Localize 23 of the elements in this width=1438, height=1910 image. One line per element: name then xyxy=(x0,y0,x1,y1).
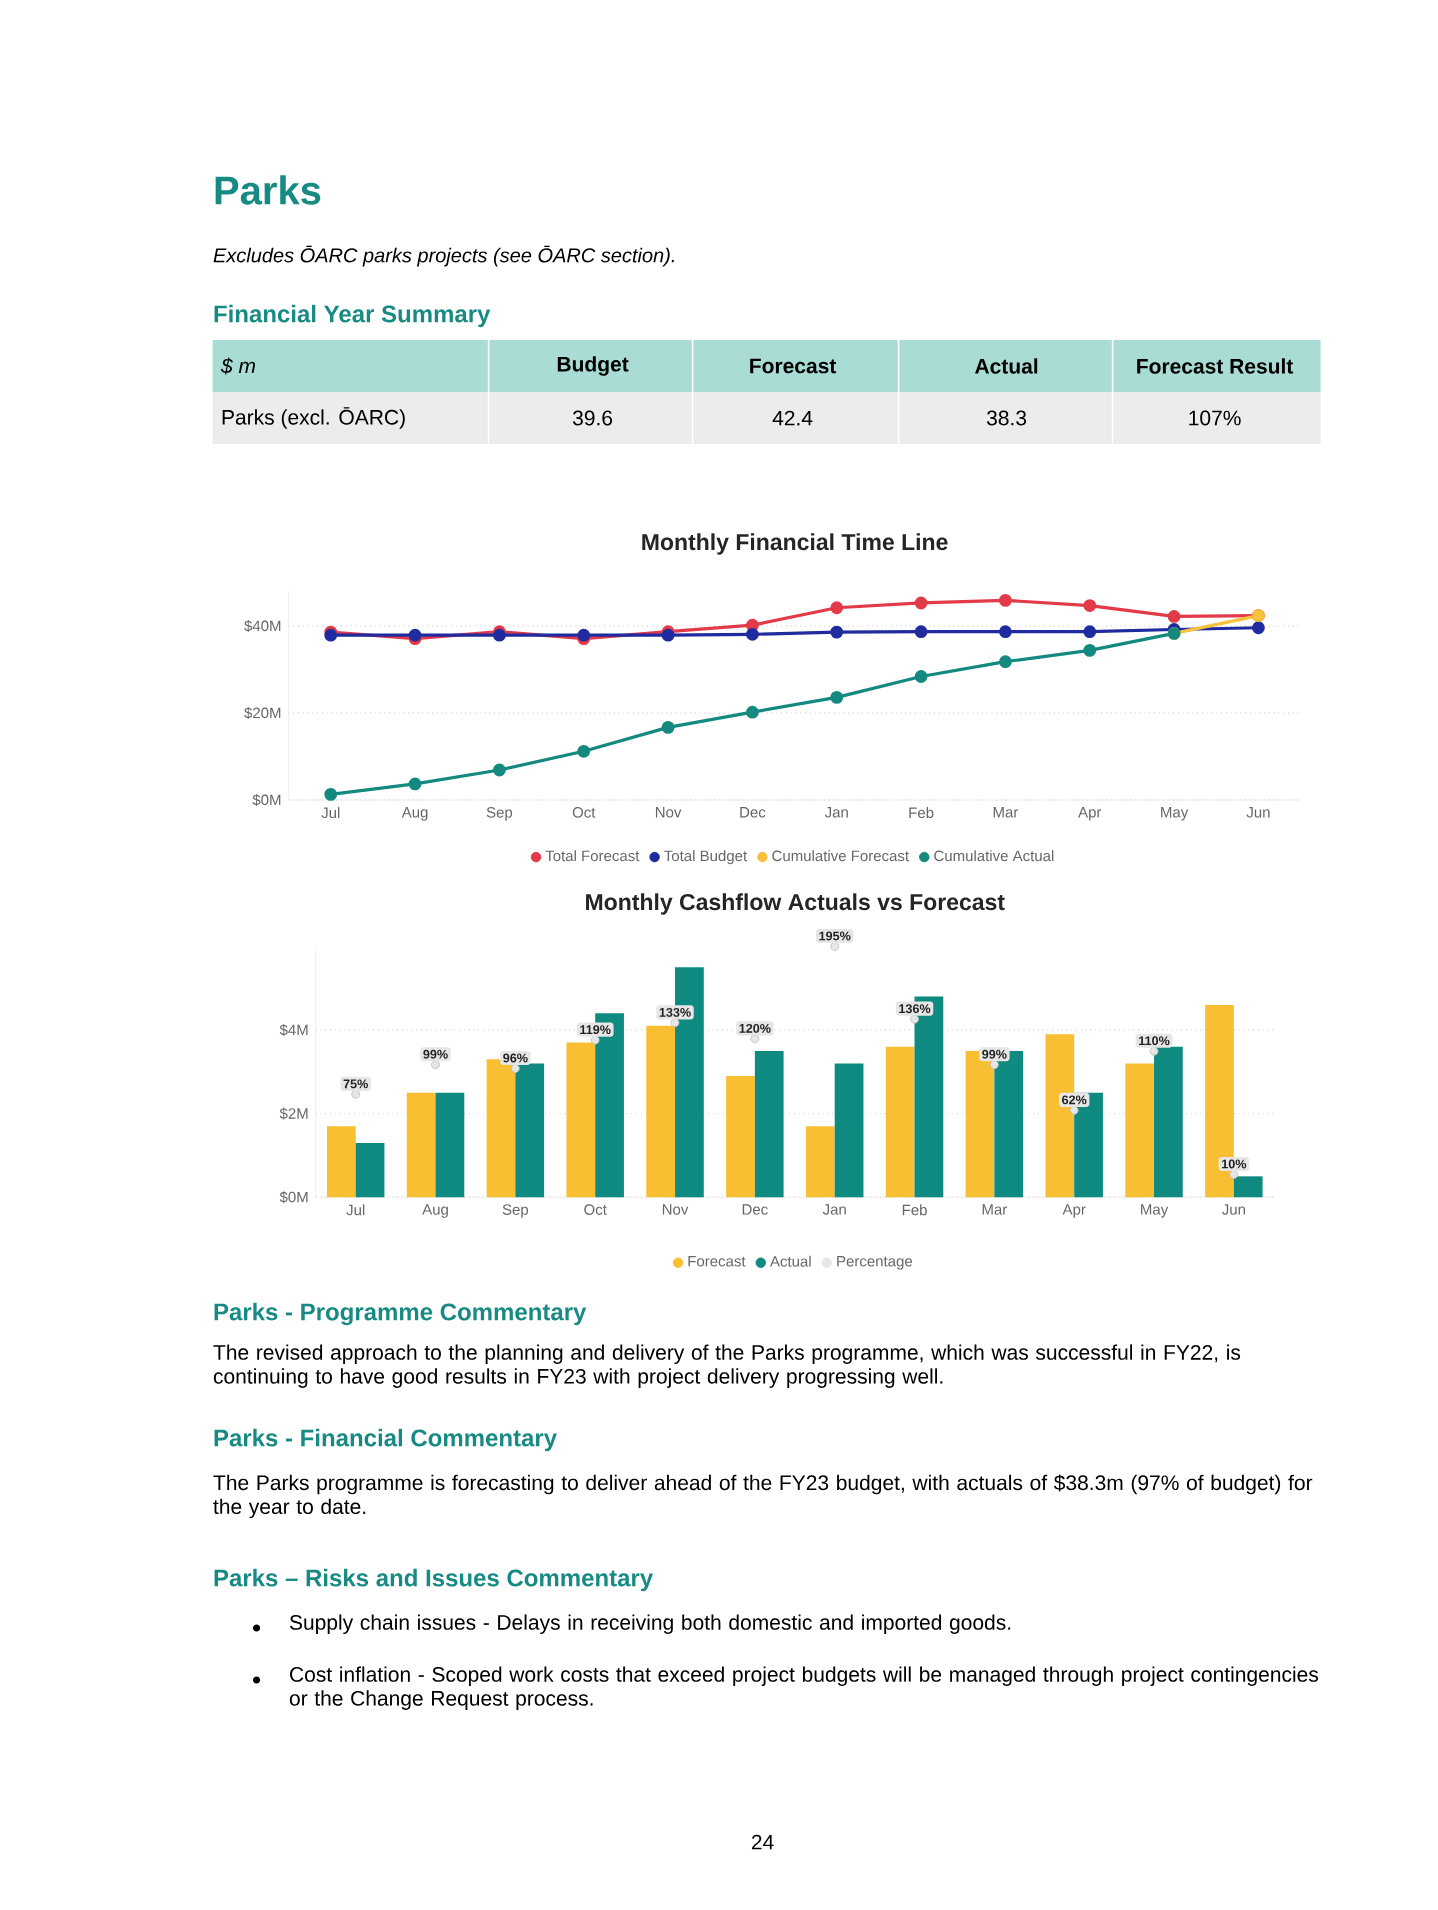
chart-title: Monthly Cashflow Actuals vs Forecast xyxy=(585,893,1005,915)
text: Parks - Programme Commentary xyxy=(214,1302,586,1326)
text: The Parks programme is forecasting to deliver ahead of the FY23 budget, with actuals of $38.3m (97% of budget) for the year to date. xyxy=(213,1474,1312,1519)
text: The revised approach to the planning and delivery of the Parks programme, which was successful in FY22, is continuing to have good results in FY23 with project delivery progressing well. xyxy=(213,1344,1240,1388)
text: $ m xyxy=(220,357,255,375)
text: Forecast xyxy=(749,358,836,374)
text: Parks - Financial Commentary xyxy=(214,1428,557,1452)
text: Actual xyxy=(974,358,1037,374)
text: Budget xyxy=(557,356,629,376)
text: 42.4 xyxy=(772,410,813,426)
text: Cost inflation - Scoped work costs that exceed project budgets will be managed through project contingencies or the Change Request process. xyxy=(289,1666,1318,1710)
text: Financial Year Summary xyxy=(214,304,491,328)
text: 39.6 xyxy=(572,410,612,426)
text: 107% xyxy=(1189,410,1241,426)
text: Parks (excl. ŌARC) xyxy=(222,407,405,429)
text: Parks – Risks and Issues Commentary xyxy=(214,1568,653,1592)
text: 24 xyxy=(751,1834,774,1850)
text: Excludes ŌARC parks projects (see ŌARC section). xyxy=(213,245,674,267)
text: 38.3 xyxy=(986,410,1026,426)
text: Supply chain issues - Delays in receiving both domestic and imported goods. xyxy=(289,1614,1010,1634)
chart-title: Monthly Financial Time Line xyxy=(642,533,948,555)
text: Parks xyxy=(215,175,321,205)
text: Forecast Result xyxy=(1136,358,1293,374)
